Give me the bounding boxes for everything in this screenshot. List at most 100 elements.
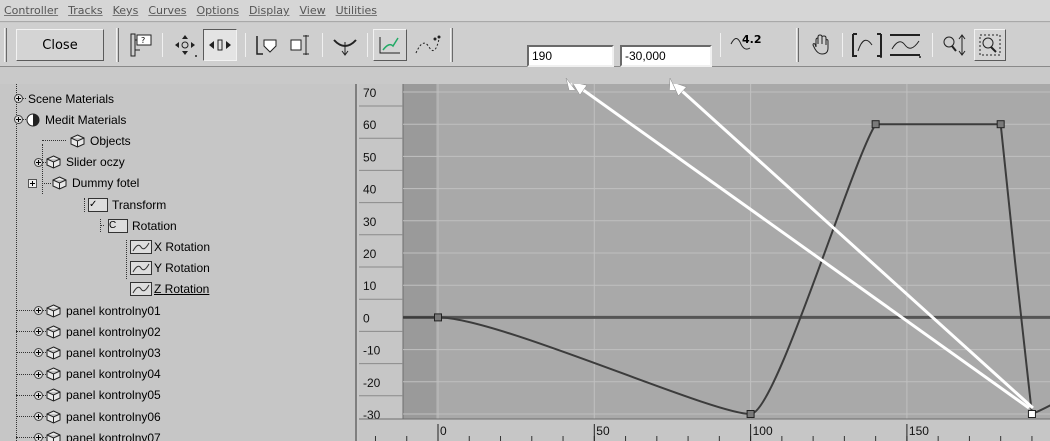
selected-key[interactable] xyxy=(1027,410,1036,418)
tree-item[interactable]: Medit Materials xyxy=(14,109,126,130)
expand-icon[interactable] xyxy=(34,157,43,167)
y-tick-label: -20 xyxy=(363,376,381,390)
menu-utilities[interactable]: Utilities xyxy=(335,4,378,17)
object-cube-icon xyxy=(46,409,64,424)
function-curve-plot[interactable]: 706050403020100-10-20-300501001502002503… xyxy=(359,84,1050,441)
expand-icon[interactable] xyxy=(34,390,43,400)
key-frame-field[interactable] xyxy=(527,45,614,67)
tree-item-label: panel kontrolny03 xyxy=(66,345,161,360)
tree-item[interactable]: Scene Materials xyxy=(14,88,114,109)
tree-item-label: Transform xyxy=(112,197,167,212)
expand-icon[interactable] xyxy=(34,306,43,315)
toolbar-grip[interactable] xyxy=(4,28,7,62)
tree-item[interactable]: Objects xyxy=(70,130,131,151)
expand-icon[interactable] xyxy=(34,348,43,358)
draw-curves-icon[interactable] xyxy=(411,29,443,61)
hierarchy-tree[interactable]: Scene Materials Medit Materials Objects Sli… xyxy=(0,84,357,441)
expand-icon[interactable] xyxy=(34,327,43,337)
key-marker[interactable] xyxy=(871,120,880,129)
out-of-range-region xyxy=(403,84,436,419)
snap-value: 4.2 xyxy=(742,33,762,46)
key-marker[interactable] xyxy=(746,410,755,418)
menu-view[interactable]: View xyxy=(299,4,326,17)
float-curve-icon xyxy=(130,282,152,297)
toolbar-grip[interactable] xyxy=(116,28,119,62)
tree-item-label: panel kontrolny06 xyxy=(66,409,161,424)
zoom-extents-icon[interactable] xyxy=(849,29,885,61)
menu-options[interactable]: Options xyxy=(196,4,239,17)
x-tick-label: 50 xyxy=(596,424,610,438)
expand-icon[interactable] xyxy=(28,178,37,188)
tree-item[interactable]: panel kontrolny05 xyxy=(34,385,161,406)
expand-icon[interactable] xyxy=(34,433,43,441)
key-marker[interactable] xyxy=(434,313,442,322)
svg-text:?: ? xyxy=(141,36,145,45)
tree-item-label: Objects xyxy=(90,133,131,148)
tree-item[interactable]: ✓ Transform xyxy=(88,194,166,215)
x-axis-ruler xyxy=(359,419,1050,441)
expand-icon[interactable] xyxy=(14,115,23,125)
move-keys-horizontal-icon[interactable] xyxy=(203,29,237,61)
float-curve-icon xyxy=(130,261,152,276)
expand-icon[interactable] xyxy=(34,369,43,379)
menu-keys[interactable]: Keys xyxy=(112,4,139,17)
menu-controller[interactable]: Controller xyxy=(4,4,59,17)
tree-item[interactable]: panel kontrolny03 xyxy=(34,342,161,363)
transform-controller-icon: ✓ xyxy=(88,197,108,212)
expand-icon[interactable] xyxy=(14,94,23,103)
x-tick-label: 100 xyxy=(753,424,773,438)
zoom-icon[interactable] xyxy=(940,29,970,61)
tree-item[interactable]: panel kontrolny06 xyxy=(34,406,161,427)
tree-item[interactable]: panel kontrolny01 xyxy=(34,300,161,321)
snap-icon[interactable]: 4.2 xyxy=(728,29,770,61)
key-marker[interactable] xyxy=(996,120,1005,129)
key-value-field[interactable] xyxy=(620,45,712,67)
float-curve-icon xyxy=(130,239,152,254)
scale-keys-icon[interactable] xyxy=(286,29,316,61)
y-tick-label: 40 xyxy=(363,183,377,197)
menu-tracks[interactable]: Tracks xyxy=(68,4,103,17)
material-sphere-icon xyxy=(26,113,43,127)
object-cube-icon xyxy=(52,176,70,190)
tree-item[interactable]: X Rotation xyxy=(130,236,210,257)
curve-graph[interactable]: 706050403020100-10-20-300501001502002503… xyxy=(359,84,1050,441)
object-cube-icon xyxy=(46,367,64,381)
tree-item-label: panel kontrolny04 xyxy=(66,367,161,382)
zoom-value-extents-icon[interactable] xyxy=(886,29,924,61)
tree-item[interactable]: Slider oczy xyxy=(34,152,125,173)
tree-item[interactable]: Dummy fotel xyxy=(28,173,139,194)
function-curve xyxy=(403,123,1050,416)
menu-display[interactable]: Display xyxy=(248,4,290,17)
slide-keys-icon[interactable] xyxy=(252,29,282,61)
tree-item[interactable]: Y Rotation xyxy=(130,258,210,279)
x-tick-label: 150 xyxy=(909,424,929,438)
add-keys-icon[interactable] xyxy=(373,29,407,61)
filters-icon[interactable]: ? xyxy=(126,29,156,61)
tree-item-label: panel kontrolny05 xyxy=(66,388,161,403)
y-tick-label: 0 xyxy=(363,311,370,325)
graph-background xyxy=(359,84,1050,441)
y-tick-label: 60 xyxy=(363,118,377,132)
object-cube-icon xyxy=(70,134,88,148)
object-cube-icon xyxy=(46,388,64,402)
tree-item[interactable]: C Rotation xyxy=(108,215,177,236)
expand-icon[interactable] xyxy=(34,412,43,421)
tree-item-label: Slider oczy xyxy=(66,155,125,170)
close-button[interactable]: Close xyxy=(16,29,104,61)
rotation-controller-icon: C xyxy=(108,218,128,233)
tree-item[interactable]: panel kontrolny07 xyxy=(34,427,161,441)
object-cube-icon xyxy=(46,325,64,339)
tree-item[interactable]: panel kontrolny02 xyxy=(34,321,161,342)
pan-hand-icon[interactable] xyxy=(806,29,836,61)
tree-item[interactable]: Z Rotation xyxy=(130,279,209,300)
y-tick-label: 70 xyxy=(363,86,377,100)
annotation-arrow-frame-head xyxy=(572,84,588,96)
menu-curves[interactable]: Curves xyxy=(148,4,187,17)
move-keys-icon[interactable] xyxy=(170,29,200,61)
scale-values-icon[interactable] xyxy=(329,29,361,61)
tree-item[interactable]: panel kontrolny04 xyxy=(34,364,161,385)
y-tick-label: 50 xyxy=(363,150,377,164)
menu-bar: Controller Tracks Keys Curves Options Display… xyxy=(0,0,1050,22)
tree-item-label: Scene Materials xyxy=(28,91,115,106)
zoom-region-icon[interactable] xyxy=(974,29,1006,61)
